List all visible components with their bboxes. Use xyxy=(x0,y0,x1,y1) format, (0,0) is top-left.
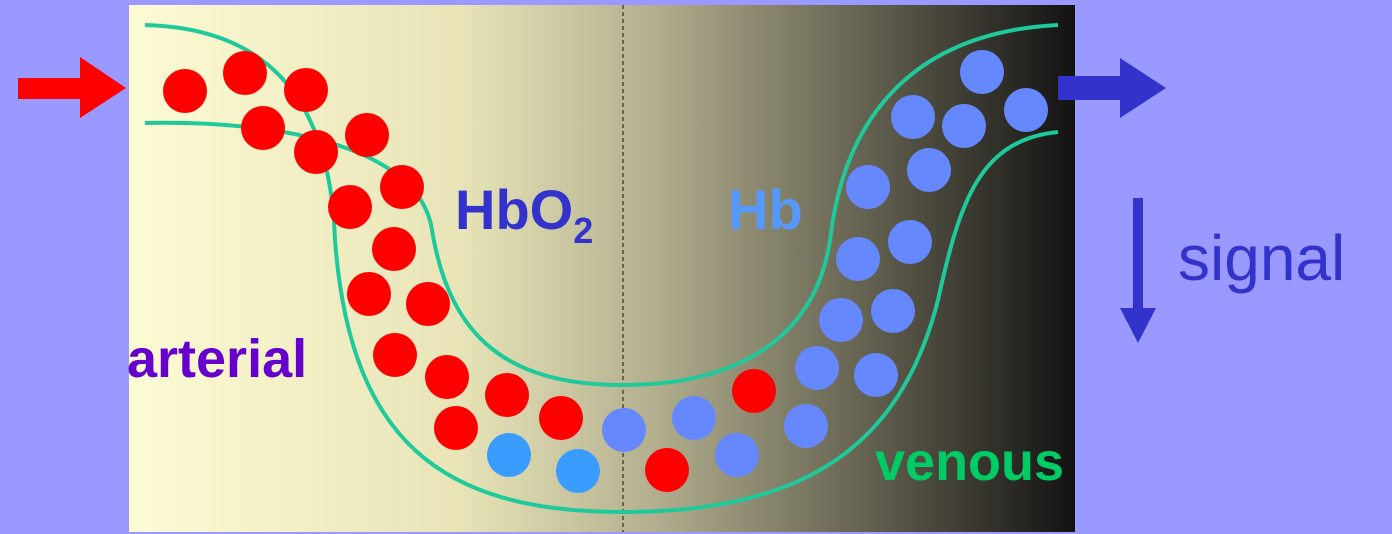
oxy-cell xyxy=(345,113,389,157)
oxy-cell xyxy=(347,272,391,316)
oxy-cell xyxy=(163,69,207,113)
deoxy-cell xyxy=(602,408,646,452)
deoxy-cell xyxy=(1004,88,1048,132)
deoxy-cell xyxy=(715,433,759,477)
oxy-cell xyxy=(732,369,776,413)
deoxy-cell xyxy=(836,237,880,281)
oxy-cell xyxy=(223,51,267,95)
hbo2-label: HbO2 xyxy=(455,178,593,251)
deoxy-cell xyxy=(784,404,828,448)
hb-label: Hb xyxy=(728,178,803,241)
deoxy-cell xyxy=(819,298,863,342)
oxy-cell xyxy=(373,333,417,377)
oxy-cell xyxy=(539,396,583,440)
oxy-cell xyxy=(425,355,469,399)
oxy-cell xyxy=(434,406,478,450)
oxy-cell xyxy=(406,282,450,326)
oxy-cell xyxy=(380,165,424,209)
oxy-cell xyxy=(372,227,416,271)
oxy-cell xyxy=(284,68,328,112)
venous-label: venous xyxy=(875,432,1064,492)
arterial-label: arterial xyxy=(127,329,307,389)
deoxy-cell xyxy=(871,289,915,333)
deoxy-cell xyxy=(942,104,986,148)
deoxy-cell xyxy=(907,148,951,192)
oxy-cell xyxy=(241,106,285,150)
deoxy-cell xyxy=(846,165,890,209)
oxy-cell xyxy=(645,448,689,492)
inflow-arrow-icon xyxy=(18,57,126,118)
oxy-cell xyxy=(485,373,529,417)
oxy-cell xyxy=(328,185,372,229)
signal-down-arrow-icon xyxy=(1120,198,1156,343)
deoxy-cell xyxy=(854,353,898,397)
deoxy-cell xyxy=(487,433,531,477)
signal-label: signal xyxy=(1178,222,1345,294)
deoxy-cell xyxy=(672,396,716,440)
deoxy-cell xyxy=(556,449,600,493)
oxy-cell xyxy=(294,130,338,174)
deoxy-cell xyxy=(795,346,839,390)
deoxy-cell xyxy=(888,220,932,264)
deoxy-cell xyxy=(960,50,1004,94)
deoxy-cell xyxy=(891,95,935,139)
